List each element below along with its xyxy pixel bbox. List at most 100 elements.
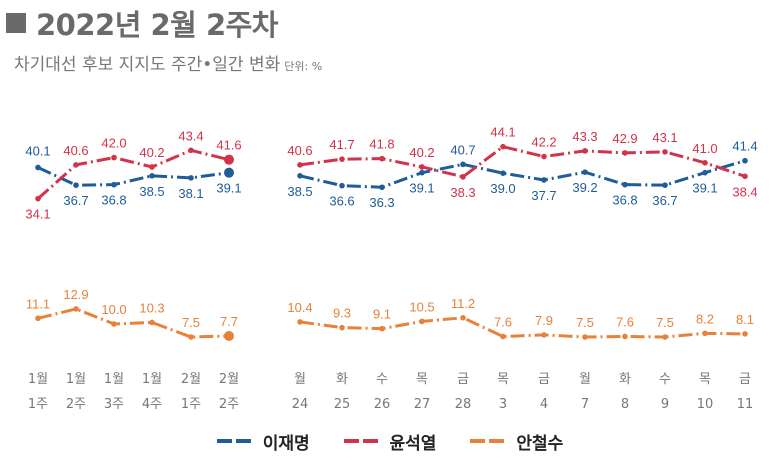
data-point bbox=[224, 330, 234, 341]
series-line-안철수 bbox=[37, 307, 230, 339]
legend-label: 이재명 bbox=[262, 433, 310, 454]
data-label: 12.9 bbox=[63, 287, 88, 302]
series-line-이재명 bbox=[299, 159, 746, 189]
x-tick-label: 금 bbox=[538, 372, 550, 387]
x-tick-label: 24 bbox=[292, 397, 309, 412]
data-label: 34.1 bbox=[25, 207, 50, 222]
data-label: 43.4 bbox=[178, 128, 203, 143]
data-label: 7.5 bbox=[656, 315, 674, 330]
data-label: 7.7 bbox=[220, 314, 238, 329]
data-point bbox=[702, 160, 708, 166]
data-point bbox=[419, 318, 425, 325]
data-label: 40.2 bbox=[139, 145, 164, 160]
data-point bbox=[73, 306, 79, 312]
x-tick-label: 2주 bbox=[219, 397, 239, 412]
data-label: 38.4 bbox=[732, 184, 757, 199]
data-label: 11.1 bbox=[26, 296, 50, 311]
data-point bbox=[224, 154, 234, 165]
x-tick-label: 10 bbox=[697, 397, 714, 412]
data-point bbox=[742, 173, 748, 180]
data-label: 40.6 bbox=[287, 143, 312, 158]
data-label: 8.1 bbox=[736, 312, 754, 327]
data-label: 38.5 bbox=[139, 184, 164, 199]
data-point bbox=[73, 162, 79, 168]
x-tick-label: 목 bbox=[497, 372, 509, 387]
x-tick-label: 1월 bbox=[66, 372, 86, 387]
data-point bbox=[188, 334, 194, 340]
data-point bbox=[419, 169, 425, 176]
data-point bbox=[702, 169, 708, 176]
data-label: 10.3 bbox=[139, 300, 164, 315]
legend-swatch bbox=[470, 438, 505, 444]
data-point bbox=[622, 181, 628, 188]
x-tick-label: 3주 bbox=[104, 397, 124, 412]
data-label: 7.5 bbox=[182, 315, 200, 330]
data-label: 40.7 bbox=[450, 142, 475, 157]
data-point bbox=[297, 173, 303, 179]
x-tick-label: 수 bbox=[376, 372, 388, 387]
data-label: 41.4 bbox=[732, 139, 757, 154]
data-label: 7.5 bbox=[576, 315, 594, 330]
data-label: 36.6 bbox=[329, 194, 354, 209]
x-tick-label: 9 bbox=[661, 397, 669, 412]
data-label: 7.6 bbox=[616, 314, 634, 329]
data-label: 41.0 bbox=[692, 141, 717, 156]
x-tick-label: 4주 bbox=[142, 397, 162, 412]
legend-swatch bbox=[216, 438, 251, 444]
series-line-이재명 bbox=[37, 166, 230, 187]
data-label: 9.3 bbox=[333, 306, 351, 321]
data-label: 40.1 bbox=[25, 143, 50, 158]
data-label: 7.6 bbox=[494, 314, 512, 329]
data-point bbox=[188, 175, 194, 181]
data-label: 42.0 bbox=[101, 136, 126, 151]
data-label: 41.7 bbox=[329, 137, 354, 152]
data-point bbox=[500, 170, 506, 176]
data-label: 38.3 bbox=[450, 185, 475, 200]
x-tick-label: 금 bbox=[457, 372, 469, 387]
legend: 이재명 윤석열 안철수 bbox=[0, 428, 780, 454]
x-tick-label: 월 bbox=[294, 372, 306, 387]
data-point bbox=[297, 319, 303, 325]
data-label: 41.8 bbox=[369, 137, 394, 152]
x-tick-label: 1월 bbox=[28, 372, 48, 387]
data-label: 36.8 bbox=[612, 193, 637, 208]
x-tick-label: 1주 bbox=[181, 397, 201, 412]
data-point bbox=[582, 169, 588, 175]
data-point bbox=[339, 182, 345, 189]
data-label: 11.2 bbox=[451, 296, 475, 311]
data-point bbox=[742, 331, 748, 337]
legend-swatch bbox=[343, 438, 378, 444]
subtitle-text: 차기대선 후보 지지도 주간•일간 변화 bbox=[14, 55, 281, 75]
x-tick-label: 화 bbox=[336, 372, 348, 387]
x-tick-label: 화 bbox=[619, 372, 631, 387]
data-point bbox=[622, 333, 628, 340]
series-line-윤석열 bbox=[37, 148, 230, 200]
data-point bbox=[188, 147, 194, 154]
data-point bbox=[111, 321, 117, 327]
data-label: 39.1 bbox=[409, 181, 434, 196]
data-point bbox=[582, 148, 588, 154]
data-label: 39.0 bbox=[490, 181, 515, 196]
data-point bbox=[379, 155, 385, 162]
data-point bbox=[149, 164, 155, 170]
data-label: 9.1 bbox=[373, 307, 391, 322]
chart-title: 2022년 2월 2주차 bbox=[6, 2, 278, 44]
legend-item: 안철수 bbox=[470, 429, 563, 454]
data-point bbox=[500, 143, 506, 150]
x-tick-label: 목 bbox=[416, 372, 428, 387]
data-point bbox=[35, 315, 41, 322]
x-tick-label: 2월 bbox=[181, 372, 201, 387]
data-label: 8.2 bbox=[696, 311, 714, 326]
data-label: 38.1 bbox=[178, 186, 203, 201]
data-point bbox=[662, 182, 668, 188]
data-point bbox=[742, 157, 748, 164]
data-label: 43.3 bbox=[572, 129, 597, 144]
x-tick-label: 1월 bbox=[142, 372, 162, 387]
data-point bbox=[224, 167, 234, 178]
data-point bbox=[111, 181, 117, 188]
legend-label: 안철수 bbox=[516, 433, 564, 454]
data-point bbox=[339, 324, 345, 331]
data-label: 36.7 bbox=[652, 193, 677, 208]
data-label: 36.3 bbox=[369, 195, 394, 210]
data-label: 43.1 bbox=[652, 130, 677, 145]
